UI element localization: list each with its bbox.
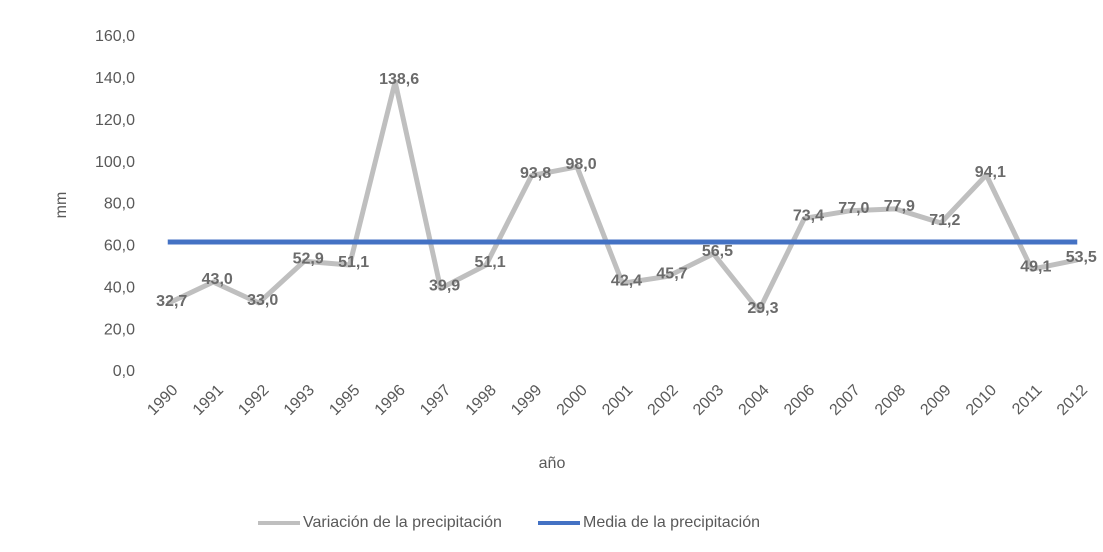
data-label: 77,0 [838,200,869,217]
x-tick-label: 1999 [508,382,545,419]
legend-label: Variación de la precipitación [303,514,502,531]
data-label: 93,8 [520,165,551,182]
data-label: 51,1 [338,254,369,271]
data-label: 45,7 [656,266,687,283]
x-axis-title: año [539,455,566,472]
legend-label: Media de la precipitación [583,514,760,531]
data-label: 51,1 [475,254,506,271]
x-tick-label: 2001 [599,382,636,419]
data-label: 56,5 [702,243,733,260]
x-tick-label: 2007 [827,382,864,419]
data-label: 43,0 [202,271,233,288]
x-tick-label: 1996 [372,382,409,419]
y-tick-label: 60,0 [104,238,135,255]
x-tick-label: 2003 [690,382,727,419]
y-tick-label: 120,0 [95,112,135,129]
y-tick-label: 0,0 [113,363,135,380]
y-tick-label: 160,0 [95,28,135,45]
y-tick-label: 40,0 [104,279,135,296]
y-tick-label: 20,0 [104,321,135,338]
x-tick-label: 2008 [872,382,909,419]
x-tick-label: 1997 [417,382,454,419]
data-label: 29,3 [747,300,778,317]
x-tick-label: 1993 [281,382,318,419]
data-label: 94,1 [975,164,1006,181]
x-tick-label: 2000 [554,382,591,419]
x-tick-label: 2010 [963,382,1000,419]
data-label: 52,9 [293,250,324,267]
x-tick-label: 1995 [326,382,363,419]
data-label: 53,5 [1066,249,1097,266]
x-tick-label: 1991 [190,382,227,419]
x-tick-label: 2004 [736,382,773,419]
y-tick-label: 140,0 [95,70,135,87]
data-label: 32,7 [156,293,187,310]
data-label: 98,0 [565,156,596,173]
y-axis-title: mm [53,192,70,219]
data-label: 33,0 [247,292,278,309]
data-label: 73,4 [793,208,824,225]
x-tick-label: 1992 [235,382,272,419]
data-label: 39,9 [429,278,460,295]
series-line [166,79,1078,314]
x-tick-label: 2012 [1054,382,1091,419]
x-tick-label: 2011 [1009,382,1045,418]
y-tick-label: 100,0 [95,154,135,171]
x-tick-label: 1998 [463,382,500,419]
data-label: 42,4 [611,272,642,289]
x-tick-label: 2006 [781,382,818,419]
x-tick-label: 2009 [917,382,954,419]
y-tick-label: 80,0 [104,196,135,213]
data-label: 71,2 [929,212,960,229]
x-tick-label: 2002 [645,382,682,419]
data-label: 77,9 [884,198,915,215]
data-label: 49,1 [1020,258,1051,275]
x-tick-label: 1990 [144,382,181,419]
data-label: 138,6 [379,71,419,88]
